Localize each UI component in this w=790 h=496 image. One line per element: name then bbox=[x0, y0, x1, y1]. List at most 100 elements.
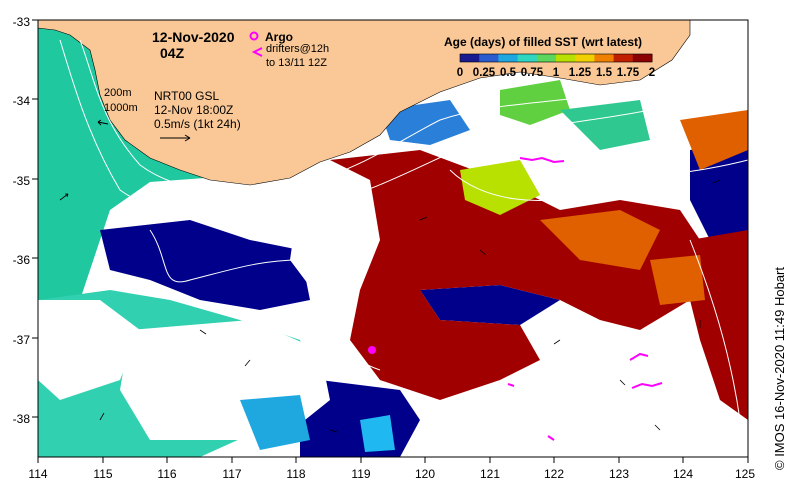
map-date: 12-Nov-2020 bbox=[152, 29, 235, 45]
isobath-200m bbox=[79, 39, 749, 194]
y-tick-label: -34 bbox=[13, 94, 31, 108]
current-arrow bbox=[712, 179, 721, 184]
x-tick-label: 114 bbox=[28, 467, 47, 481]
drifter-legend-icon bbox=[251, 47, 263, 57]
colorbar-swatch bbox=[536, 54, 557, 62]
colorbar-swatch bbox=[460, 54, 480, 62]
argo-legend-icon bbox=[249, 31, 259, 41]
current-arrow bbox=[199, 329, 207, 335]
colorbar-swatch bbox=[575, 54, 595, 62]
x-tick-label: 125 bbox=[735, 467, 755, 481]
x-tick-label: 123 bbox=[609, 467, 629, 481]
drifter-track bbox=[519, 156, 565, 164]
credit-label: © IMOS 16-Nov-2020 11:49 Hobart bbox=[772, 267, 787, 470]
isobath-200m-label: 200m bbox=[104, 87, 132, 99]
x-tick-label: 124 bbox=[673, 467, 693, 481]
contour-2 bbox=[449, 159, 749, 201]
colorbar-tick-label: 0 bbox=[457, 67, 463, 79]
drifter-tracks bbox=[507, 156, 663, 441]
y-tick-label: -33 bbox=[13, 15, 31, 29]
green-patch-2 bbox=[560, 100, 650, 150]
current-arrow bbox=[329, 429, 338, 433]
colorbar-tick-label: 0.5 bbox=[500, 67, 517, 79]
isobaths bbox=[59, 39, 749, 421]
current-arrow bbox=[553, 339, 561, 345]
argo-float bbox=[368, 346, 376, 354]
current-arrow bbox=[99, 412, 105, 421]
drifters-legend-line1: drifters@12h bbox=[266, 43, 329, 55]
blue-patch-coast bbox=[380, 100, 470, 145]
drifter-track bbox=[507, 383, 515, 387]
current-arrows bbox=[59, 179, 721, 433]
y-tick-label: -36 bbox=[13, 253, 31, 267]
colorbar-tick-label: 2 bbox=[649, 67, 655, 79]
colorbar-tick-label: 1.25 bbox=[569, 67, 592, 79]
x-tick-label: 122 bbox=[544, 467, 564, 481]
isobath-1000m-label: 1000m bbox=[104, 102, 138, 114]
y-tick-label: -38 bbox=[13, 412, 31, 426]
nodata-patch-3 bbox=[290, 180, 380, 300]
yellowgreen-patch bbox=[460, 160, 540, 215]
contour-3 bbox=[689, 239, 741, 421]
x-tick-label: 115 bbox=[93, 467, 112, 481]
y-axis: -33 -34 -35 -36 -37 -38 bbox=[13, 15, 38, 426]
y-tick-label: -37 bbox=[13, 333, 31, 347]
isobath-pointer-icon bbox=[97, 119, 109, 126]
colorbar-tick-label: 0.75 bbox=[521, 67, 544, 79]
current-arrow bbox=[479, 249, 487, 256]
current-arrow bbox=[244, 359, 251, 367]
x-tick-label: 117 bbox=[222, 467, 241, 481]
darkblue-patch-1 bbox=[100, 220, 310, 310]
colorbar-swatch bbox=[498, 54, 519, 62]
contour-4 bbox=[299, 319, 381, 371]
plot-frame bbox=[37, 19, 749, 458]
colorbar-tick-label: 1.5 bbox=[596, 67, 613, 79]
x-tick-label: 116 bbox=[157, 467, 176, 481]
map-time: 04Z bbox=[160, 45, 185, 61]
current-arrow bbox=[654, 424, 661, 431]
arrow-scale-label: 0.5m/s (1kt 24h) bbox=[154, 117, 241, 131]
contour-1 bbox=[149, 229, 301, 283]
drifter-track bbox=[631, 382, 663, 389]
colorbar-tick-label: 1.75 bbox=[617, 67, 640, 79]
x-axis: 114 115 116 117 118 119 120 121 122 123 … bbox=[28, 457, 755, 481]
x-tick-label: 119 bbox=[351, 467, 370, 481]
colorbar-tick-label: 0.25 bbox=[473, 67, 496, 79]
y-tick-label: -35 bbox=[13, 174, 31, 188]
current-arrow bbox=[619, 379, 626, 386]
x-tick-label: 121 bbox=[480, 467, 500, 481]
x-tick-label: 120 bbox=[415, 467, 435, 481]
orange-patch-1 bbox=[540, 210, 660, 270]
current-arrow bbox=[59, 193, 69, 201]
colorbar-swatch bbox=[479, 54, 499, 62]
drifter-track bbox=[547, 435, 555, 441]
cyan-patch-south bbox=[360, 415, 395, 452]
product-time-label: 12-Nov 18:00Z bbox=[154, 103, 233, 117]
x-tick-label: 118 bbox=[286, 467, 305, 481]
colorbar-tick-label: 1 bbox=[553, 67, 560, 79]
drifter-track bbox=[629, 352, 649, 361]
nodata-patch-1 bbox=[38, 300, 140, 400]
colorbar-frame bbox=[459, 53, 653, 63]
colorbar-title: Age (days) of filled SST (wrt latest) bbox=[444, 35, 642, 49]
blue-patch-south bbox=[240, 395, 310, 450]
colorbar-swatch bbox=[517, 54, 538, 62]
current-arrow bbox=[419, 216, 428, 221]
colorbar-swatch bbox=[556, 54, 576, 62]
product-label: NRT00 GSL bbox=[154, 89, 219, 103]
orange-patch-3 bbox=[650, 255, 705, 305]
colorbar-ticks: 0 0.25 0.5 0.75 1 1.25 1.5 1.75 2 bbox=[457, 67, 655, 79]
colorbar bbox=[459, 53, 653, 63]
darkblue-patch-3 bbox=[420, 285, 560, 325]
sst-field bbox=[38, 20, 748, 457]
colorbar-swatch bbox=[632, 54, 653, 62]
scale-arrow-icon bbox=[160, 134, 191, 142]
argo-legend-label: Argo bbox=[265, 30, 293, 44]
colorbar-swatch bbox=[594, 54, 615, 62]
colorbar-swatch bbox=[613, 54, 634, 62]
isobath-1000m bbox=[59, 39, 749, 218]
orange-patch-2 bbox=[680, 110, 748, 170]
drifters-legend-line2: to 13/11 12Z bbox=[266, 57, 327, 69]
